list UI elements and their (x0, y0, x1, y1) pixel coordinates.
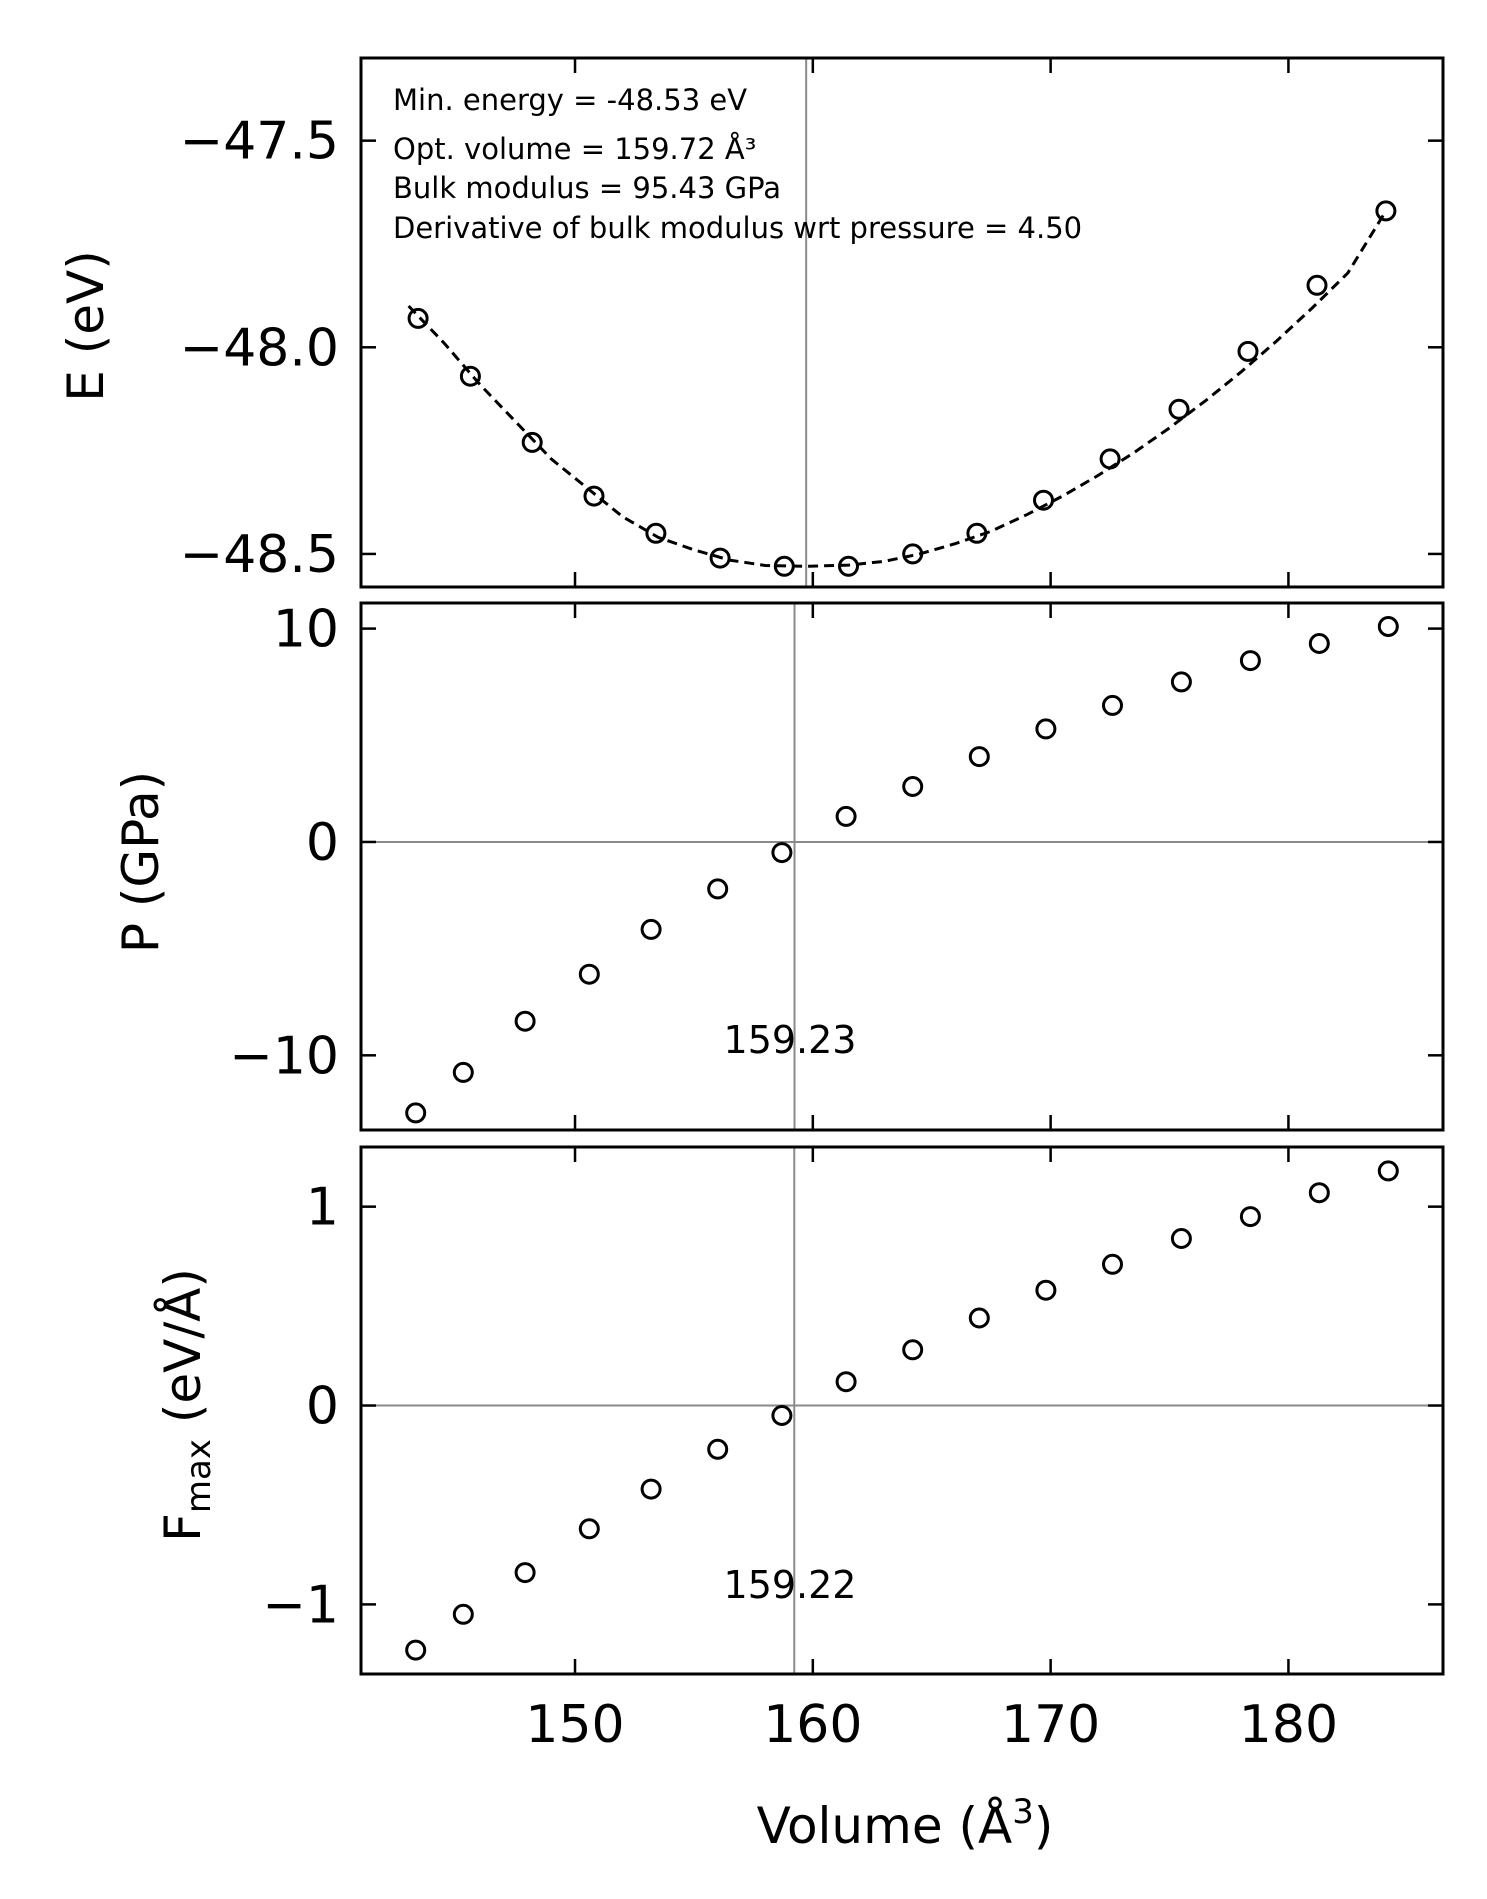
force-y-axis-title-unit: (eV/Å) (154, 1268, 212, 1439)
data-point (838, 555, 859, 577)
force-y-axis-title: Fmax (eV/Å) (154, 1268, 219, 1542)
data-point (1035, 1279, 1057, 1301)
data-point (1239, 650, 1261, 672)
pressure-y-axis-title: P (GPa) (112, 771, 170, 953)
plot-frame (359, 1145, 1445, 1676)
data-point (640, 918, 662, 940)
data-point (583, 485, 605, 507)
x-tick-label: 180 (1239, 1695, 1338, 1755)
y-tick-label: −48.5 (180, 525, 339, 585)
data-point (521, 431, 543, 453)
data-point (452, 1061, 474, 1083)
data-point (1033, 489, 1054, 511)
data-point (645, 522, 667, 544)
data-point (771, 842, 793, 864)
annotation-min-energy: Min. energy = -48.53 eV (393, 83, 747, 117)
annotation-block: Min. energy = -48.53 eV Opt. volume = 15… (393, 83, 1082, 245)
data-point (1102, 1253, 1123, 1275)
data-point (452, 1603, 474, 1625)
y-tick-label: −47.5 (180, 112, 339, 172)
x-axis-title-main: Volume (Å (757, 1797, 1013, 1855)
data-point (1170, 671, 1192, 693)
y-tick-label: 1 (306, 1178, 339, 1238)
pressure-panel: 10 0 −10 159.23 P (GPa) (112, 600, 1445, 1132)
energy-panel: −47.5 −48.0 −48.5 Min. energy = -48.53 eV … (57, 56, 1445, 589)
data-point (578, 963, 600, 985)
y-tick-label: −10 (229, 1026, 339, 1086)
x-axis-title-superscript: 3 (1012, 1792, 1034, 1832)
data-point (1237, 340, 1259, 362)
x-axis-title-end: ) (1034, 1797, 1054, 1855)
data-point (1308, 633, 1330, 654)
data-point (773, 555, 795, 577)
data-point (1308, 1182, 1330, 1204)
data-point (514, 1010, 536, 1032)
annotation-bulk-modulus: Bulk modulus = 95.43 GPa (393, 171, 781, 205)
data-point (902, 776, 924, 797)
data-point (966, 522, 988, 544)
annotation-bulk-modulus-derivative: Derivative of bulk modulus wrt pressure … (393, 211, 1082, 245)
data-point (514, 1562, 536, 1584)
data-point (1170, 1228, 1192, 1249)
data-point (1099, 448, 1121, 470)
data-point (709, 547, 731, 569)
force-y-axis-title-subscript: max (179, 1439, 219, 1513)
data-point (1102, 694, 1123, 716)
y-tick-label: −48.0 (180, 318, 339, 378)
x-axis-title: Volume (Å3) (757, 1792, 1054, 1855)
data-point (707, 878, 729, 900)
fit-curve (407, 210, 1388, 568)
plot-frame (359, 56, 1445, 589)
data-point (640, 1478, 662, 1500)
x-tick-label: 150 (525, 1695, 624, 1755)
data-point (968, 746, 990, 768)
energy-y-axis-title: E (eV) (57, 250, 115, 401)
force-crossing-label: 159.22 (724, 1563, 857, 1607)
data-point (405, 1639, 427, 1661)
y-tick-label: 0 (306, 1377, 339, 1437)
data-point (407, 307, 429, 329)
y-tick-label: 0 (306, 813, 339, 873)
x-tick-label: 160 (763, 1695, 862, 1755)
data-point (1377, 616, 1399, 637)
data-point (771, 1405, 793, 1426)
data-point (1375, 200, 1397, 222)
y-tick-label: 10 (273, 600, 339, 660)
plot-frame (359, 601, 1445, 1132)
data-point (405, 1102, 427, 1124)
data-point (578, 1518, 600, 1540)
force-y-axis-title-main: F (154, 1513, 212, 1542)
x-tick-label: 170 (1001, 1695, 1100, 1755)
data-point (707, 1438, 729, 1460)
data-point (1377, 1160, 1399, 1182)
pressure-crossing-label: 159.23 (724, 1018, 857, 1062)
data-point (1306, 274, 1328, 296)
annotation-opt-volume: Opt. volume = 159.72 Å³ (393, 132, 756, 166)
data-point (1239, 1206, 1261, 1228)
data-point (902, 543, 924, 565)
data-point (1035, 718, 1057, 740)
data-point (459, 365, 481, 387)
data-point (902, 1339, 924, 1361)
data-point (968, 1307, 990, 1329)
data-point (835, 1371, 857, 1393)
data-point (1168, 398, 1190, 420)
data-point (835, 805, 857, 827)
force-panel: 1 0 −1 150 160 170 180 159.22 Fmax (eV/Å) Volu… (154, 1145, 1445, 1855)
y-tick-label: −1 (262, 1575, 339, 1635)
